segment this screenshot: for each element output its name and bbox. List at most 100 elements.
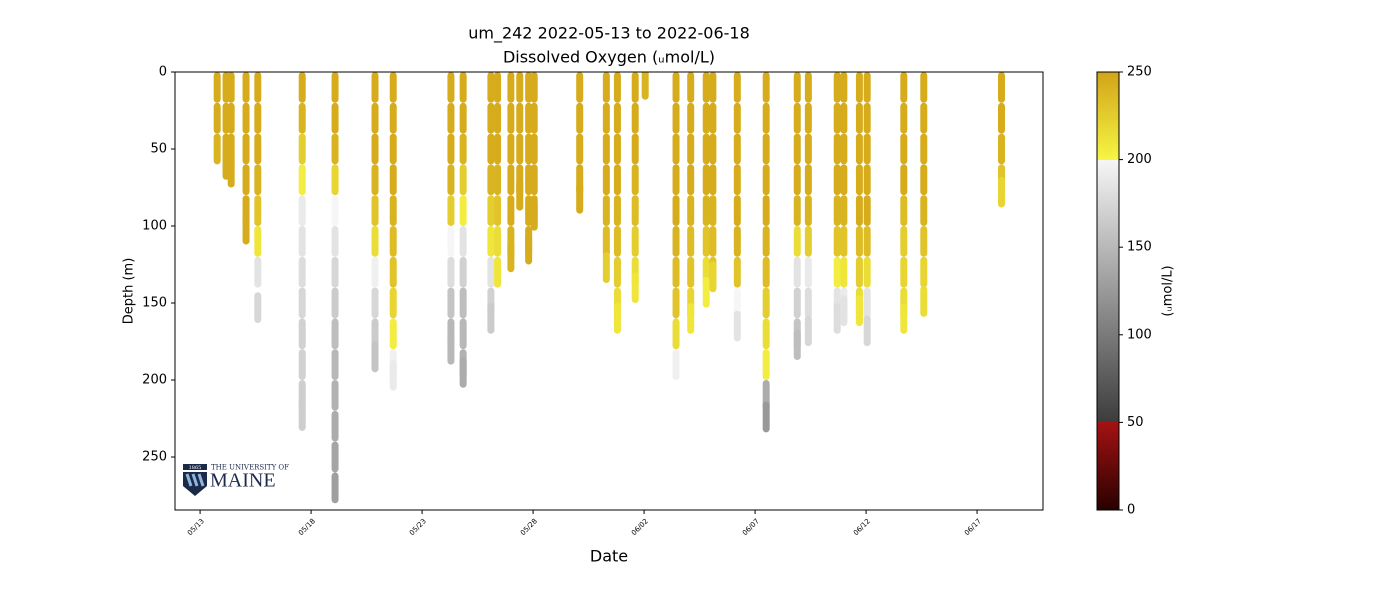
oxygen-sample <box>920 133 928 165</box>
y-tick-label: 250 <box>142 450 167 465</box>
oxygen-sample <box>389 133 397 165</box>
colorbar-swatch <box>1097 398 1119 401</box>
colorbar-swatch <box>1097 166 1119 169</box>
oxygen-sample <box>900 256 908 288</box>
colorbar-tick-label: 0 <box>1127 503 1135 518</box>
colorbar-swatch <box>1097 418 1119 421</box>
colorbar-swatch <box>1097 206 1119 209</box>
colorbar-swatch <box>1097 358 1119 361</box>
oxygen-sample <box>863 164 871 196</box>
oxygen-sample <box>762 102 770 134</box>
colorbar-swatch <box>1097 426 1119 429</box>
oxygen-sample <box>254 256 262 288</box>
colorbar-swatch <box>1097 160 1119 163</box>
oxygen-sample <box>840 226 848 257</box>
colorbar-swatch <box>1097 128 1119 131</box>
colorbar-swatch <box>1097 286 1119 289</box>
colorbar-swatch <box>1097 348 1119 351</box>
colorbar-swatch <box>1097 492 1119 495</box>
colorbar-swatch <box>1097 308 1119 311</box>
colorbar-swatch <box>1097 230 1119 233</box>
oxygen-sample <box>804 226 812 257</box>
colorbar-swatch <box>1097 162 1119 165</box>
oxygen-sample <box>762 256 770 288</box>
colorbar-swatch <box>1097 218 1119 221</box>
oxygen-sample <box>641 72 649 100</box>
oxygen-sample <box>613 102 621 134</box>
oxygen-sample <box>389 359 397 391</box>
oxygen-sample <box>331 441 339 473</box>
colorbar-swatch <box>1097 208 1119 211</box>
oxygen-sample <box>459 195 467 227</box>
oxygen-sample <box>298 133 306 165</box>
colorbar-swatch <box>1097 452 1119 455</box>
colorbar-swatch <box>1097 434 1119 437</box>
oxygen-sample <box>516 102 524 134</box>
colorbar-swatch <box>1097 396 1119 399</box>
oxygen-sample <box>709 72 717 103</box>
oxygen-sample <box>530 72 538 103</box>
oxygen-sample <box>487 102 495 134</box>
oxygen-sample <box>525 195 533 227</box>
oxygen-sample <box>331 164 339 196</box>
oxygen-sample <box>687 226 695 257</box>
colorbar-swatch <box>1097 390 1119 393</box>
oxygen-sample <box>793 256 801 288</box>
colorbar-swatch <box>1097 448 1119 451</box>
logo-band <box>183 464 207 470</box>
oxygen-sample <box>804 195 812 227</box>
oxygen-sample <box>494 102 502 134</box>
colorbar-swatch <box>1097 272 1119 275</box>
oxygen-sample <box>672 102 680 134</box>
colorbar-swatch <box>1097 438 1119 441</box>
oxygen-sample <box>459 164 467 196</box>
oxygen-sample <box>613 72 621 103</box>
colorbar-swatch <box>1097 182 1119 185</box>
colorbar-swatch <box>1097 74 1119 77</box>
oxygen-sample <box>833 164 841 196</box>
oxygen-sample <box>447 226 455 257</box>
oxygen-sample <box>298 195 306 227</box>
colorbar-swatch <box>1097 234 1119 237</box>
colorbar-tick-label: 200 <box>1127 152 1152 167</box>
logo-line1: THE UNIVERSITY OF <box>211 464 289 472</box>
oxygen-sample <box>840 133 848 165</box>
colorbar-swatch <box>1097 474 1119 477</box>
oxygen-sample <box>631 133 639 165</box>
oxygen-sample <box>709 164 717 196</box>
colorbar-swatch <box>1097 458 1119 461</box>
oxygen-sample <box>254 72 262 103</box>
oxygen-sample <box>733 226 741 257</box>
colorbar-swatch <box>1097 90 1119 93</box>
oxygen-sample <box>525 133 533 165</box>
colorbar-swatch <box>1097 342 1119 345</box>
oxygen-sample <box>833 133 841 165</box>
colorbar-swatch <box>1097 80 1119 83</box>
plot-frame <box>174 71 1044 511</box>
colorbar-swatch <box>1097 326 1119 329</box>
colorbar-swatch <box>1097 338 1119 341</box>
plot-area <box>213 72 1005 504</box>
colorbar-swatch <box>1097 260 1119 263</box>
y-tick-label: 150 <box>142 296 167 311</box>
oxygen-sample <box>507 133 515 165</box>
colorbar-swatch <box>1097 352 1119 355</box>
oxygen-sample <box>762 401 770 433</box>
oxygen-sample <box>733 133 741 165</box>
oxygen-sample <box>733 310 741 342</box>
oxygen-sample <box>733 195 741 227</box>
oxygen-sample <box>447 102 455 134</box>
colorbar-swatch <box>1097 482 1119 485</box>
chart-subtitle: Dissolved Oxygen (ᵤmol/L) <box>503 48 715 67</box>
oxygen-sample <box>762 195 770 227</box>
colorbar-swatch <box>1097 470 1119 473</box>
oxygen-sample <box>920 195 928 227</box>
oxygen-sample <box>447 333 455 365</box>
oxygen-sample <box>227 133 235 165</box>
oxygen-sample <box>530 102 538 134</box>
oxygen-sample <box>997 176 1005 208</box>
oxygen-sample <box>516 133 524 165</box>
oxygen-sample <box>855 295 863 327</box>
colorbar-swatch <box>1097 292 1119 295</box>
colorbar-swatch <box>1097 412 1119 415</box>
